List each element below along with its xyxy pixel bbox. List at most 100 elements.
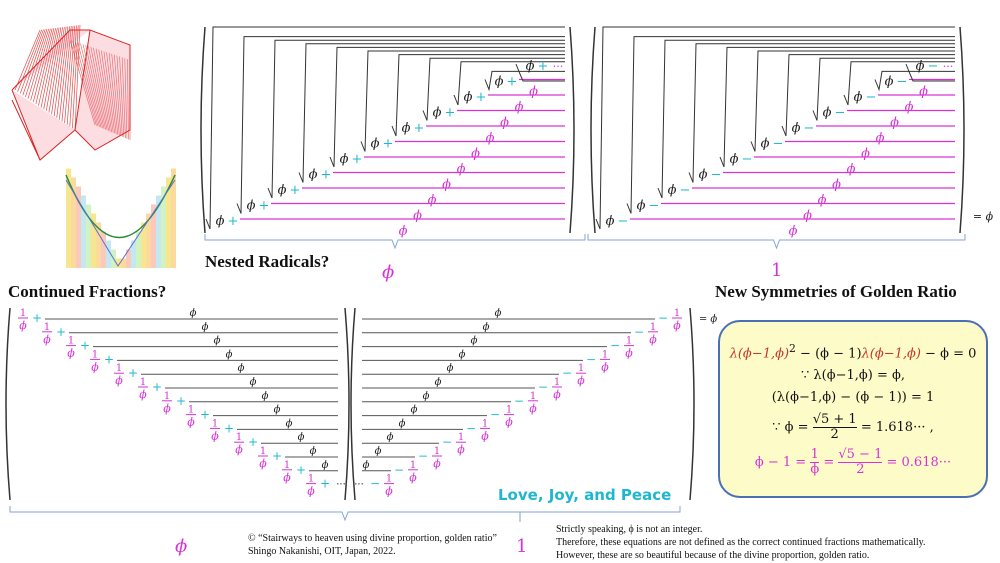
- radical-sign: [267, 39, 565, 199]
- numerator-phi: ϕ: [274, 405, 281, 416]
- operator: −: [773, 137, 784, 152]
- phi: ϕ: [606, 214, 615, 229]
- wireframe-line: [22, 29, 46, 96]
- magenta-phi: ϕ: [832, 178, 841, 193]
- magenta-phi: ϕ: [861, 147, 870, 162]
- eq-part: ϕ − 1 =: [754, 455, 807, 471]
- love-joy-peace-heading: Love, Joy, and Peace: [498, 486, 672, 504]
- fraction-phi: ϕ: [577, 374, 585, 387]
- credit-line: Shingo Nakanishi, OIT, Japan, 2022.: [248, 546, 396, 557]
- fraction-phi: ϕ: [115, 374, 123, 387]
- numerator-phi: ϕ: [322, 460, 329, 471]
- nested-radicals-heading: Nested Radicals?: [205, 252, 330, 271]
- wireframe-line: [38, 27, 56, 106]
- numerator-phi: ϕ: [238, 363, 245, 374]
- fraction-one: 1: [308, 474, 314, 485]
- wireframe-line: [27, 28, 50, 99]
- numerator-phi: ϕ: [387, 432, 394, 443]
- radical-sign: [595, 26, 955, 230]
- right-paren: [569, 26, 575, 234]
- wireframe-line: [74, 24, 81, 131]
- operator: +: [200, 408, 210, 422]
- wireframe-line: [25, 29, 48, 98]
- ellipsis: ···: [354, 480, 364, 491]
- wireframe-line: [85, 45, 105, 129]
- radical-sign: [657, 39, 955, 199]
- fraction-phi: ϕ: [67, 347, 75, 360]
- v-bar: [76, 186, 81, 268]
- equation-line-1: λ(ϕ−1,ϕ)2 − (ϕ − 1)λ(ϕ−1,ϕ) − ϕ = 0: [720, 338, 986, 365]
- wireframe-line: [113, 54, 122, 137]
- phi: ϕ: [464, 90, 473, 105]
- fraction-one: 1: [674, 308, 680, 319]
- fraction-one: 1: [410, 460, 416, 471]
- eq-part: − (ϕ − 1): [795, 346, 862, 362]
- numerator: √5 − 1: [838, 447, 883, 464]
- numerator-phi: ϕ: [411, 405, 418, 416]
- magenta-phi: ϕ: [919, 85, 928, 100]
- disclaimer-line: Strictly speaking, ϕ is not an integer.: [556, 524, 703, 535]
- operator: +: [128, 366, 138, 380]
- fraction-one: 1: [92, 349, 98, 360]
- magenta-phi: ϕ: [457, 162, 466, 177]
- equation-line-2: ∵ λ(ϕ−1,ϕ) = ϕ,: [801, 368, 905, 384]
- v-bar: [101, 231, 106, 268]
- phi: ϕ: [668, 183, 677, 198]
- wireframe-line: [124, 58, 128, 139]
- denominator: 2: [830, 427, 839, 443]
- fraction-one: 1: [578, 363, 584, 374]
- wireframe-line: [77, 42, 100, 128]
- v-bar: [106, 240, 111, 268]
- fraction-phi: ϕ: [553, 388, 561, 401]
- fraction-phi: ϕ: [307, 485, 315, 498]
- magenta-phi: ϕ: [428, 193, 437, 208]
- radicals-right-label: 1: [771, 260, 783, 281]
- phi: ϕ: [278, 183, 287, 198]
- wireframe-line: [48, 27, 63, 113]
- magenta-phi: ϕ: [876, 131, 885, 146]
- operator: +: [272, 449, 282, 463]
- wireframe-line: [69, 25, 77, 127]
- v-bar: [171, 168, 176, 268]
- magenta-phi: ϕ: [399, 224, 408, 239]
- credit-line: © “Stairways to heaven using divine prop…: [248, 533, 497, 544]
- operator: −: [442, 435, 452, 449]
- fraction-phi: ϕ: [211, 429, 219, 442]
- wireframe-line: [51, 26, 65, 115]
- wireframe-line: [61, 26, 72, 122]
- operator: +: [320, 477, 330, 491]
- numerator-phi: ϕ: [226, 349, 233, 360]
- wireframe-line: [19, 29, 44, 94]
- operator: +: [352, 152, 363, 167]
- wireframe-line: [14, 29, 41, 91]
- fraction-one: 1: [650, 322, 656, 333]
- magenta-phi: ϕ: [905, 100, 914, 115]
- operator: −: [610, 339, 620, 353]
- numerator-phi: ϕ: [471, 336, 478, 347]
- fraction-phi: ϕ: [43, 333, 51, 346]
- operator: −: [394, 463, 404, 477]
- right-paren: [689, 307, 695, 501]
- numerator-phi: ϕ: [459, 349, 466, 360]
- wireframe-line: [98, 49, 113, 133]
- equals-phi: = ϕ: [973, 210, 994, 223]
- fraction-phi: ϕ: [187, 416, 195, 429]
- magenta-phi: ϕ: [471, 147, 480, 162]
- wireframe-line: [87, 46, 106, 130]
- operator: +: [445, 106, 456, 121]
- operator: +: [224, 421, 234, 435]
- wireframe-line: [80, 43, 102, 128]
- operator: −: [514, 394, 524, 408]
- v-bar: [121, 258, 126, 268]
- radical-sign: [719, 46, 955, 168]
- phi: ϕ: [371, 137, 380, 152]
- v-bar: [151, 204, 156, 268]
- operator: −: [538, 380, 548, 394]
- phi: ϕ: [526, 59, 535, 74]
- v-bar: [66, 168, 71, 268]
- phi: ϕ: [495, 75, 504, 90]
- operator: +: [383, 137, 394, 152]
- radical-sign: [905, 63, 955, 82]
